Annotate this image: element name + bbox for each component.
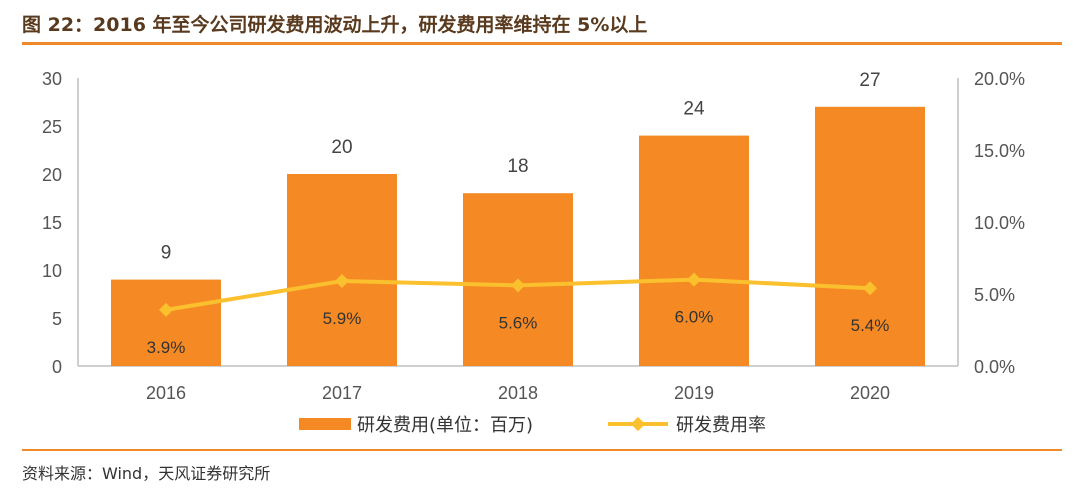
title-divider [22,42,1062,45]
bar-value-label-2018: 18 [507,156,528,177]
right-tick-label: 20.0% [974,69,1025,89]
footer-divider [22,449,1062,451]
bar-2019 [639,135,749,366]
legend-line-label: 研发费用率 [676,415,766,436]
bar-value-label-2016: 9 [161,243,172,264]
bar-value-label-2019: 24 [683,99,705,120]
left-tick-label: 5 [52,309,62,329]
rate-point-2020 [863,281,877,296]
rate-value-label-2016: 3.9% [147,338,186,357]
left-tick-label: 15 [42,213,62,233]
right-tick-label: 10.0% [974,213,1025,233]
rate-value-label-2019: 6.0% [675,308,714,327]
right-tick-label: 0.0% [974,357,1015,377]
x-tick-label-2019: 2019 [674,383,714,403]
x-tick-label-2020: 2020 [850,383,890,403]
bar-value-label-2017: 20 [331,137,352,158]
legend-line-marker [630,416,646,432]
x-tick-label-2018: 2018 [498,383,538,403]
rate-value-label-2017: 5.9% [323,309,362,328]
x-tick-label-2016: 2016 [146,383,186,403]
left-tick-label: 30 [42,69,62,89]
left-tick-label: 20 [42,165,62,185]
x-tick-label-2017: 2017 [322,383,362,403]
rate-value-label-2018: 5.6% [499,313,538,332]
chart-title: 图 22：2016 年至今公司研发费用波动上升，研发费用率维持在 5%以上 [22,14,648,36]
legend-bar-label: 研发费用(单位：百万) [357,415,533,436]
left-tick-label: 25 [42,117,62,137]
rate-point-2019 [687,272,701,287]
rate-point-2016 [159,302,173,317]
rate-point-2017 [335,274,349,289]
left-tick-label: 0 [52,357,62,377]
rate-point-2018 [511,278,525,293]
right-tick-label: 5.0% [974,285,1015,305]
legend-bar-swatch [299,418,351,430]
source-note: 资料来源：Wind，天风证券研究所 [22,464,271,483]
left-tick-label: 10 [42,261,62,281]
rate-value-label-2020: 5.4% [851,316,890,335]
right-tick-label: 15.0% [974,141,1025,161]
bar-2020 [815,106,925,367]
bar-2016 [111,279,221,366]
bar-2017 [287,174,397,366]
bar-value-label-2020: 27 [859,70,880,91]
legend: 研发费用(单位：百万) 研发费用率 [299,415,766,436]
